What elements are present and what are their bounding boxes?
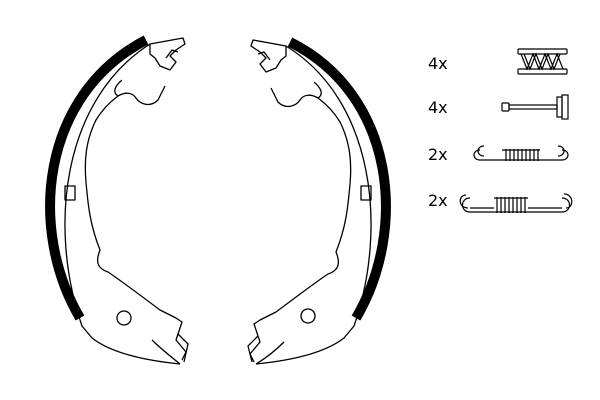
part-qty-3: 2x bbox=[428, 145, 448, 164]
hook-spring-short-icon bbox=[473, 145, 569, 161]
web-slot-left bbox=[64, 185, 76, 201]
parts-list: 4x 4x 2x 2x bbox=[428, 48, 573, 213]
pin-hole-left bbox=[116, 310, 132, 326]
part-qty-4: 2x bbox=[428, 191, 448, 210]
brake-lining-right bbox=[287, 37, 391, 321]
brake-shoe-left bbox=[45, 35, 189, 365]
compression-spring-icon bbox=[517, 48, 568, 75]
web-slot-right bbox=[360, 185, 372, 201]
part-qty-2: 4x bbox=[428, 98, 448, 117]
brake-lining-left bbox=[45, 35, 149, 321]
pin-hole-right bbox=[300, 308, 316, 324]
retaining-pin-icon bbox=[501, 94, 569, 120]
brake-shoe-right bbox=[247, 37, 391, 365]
part-qty-1: 4x bbox=[428, 54, 448, 73]
hook-spring-long-icon bbox=[459, 193, 573, 213]
